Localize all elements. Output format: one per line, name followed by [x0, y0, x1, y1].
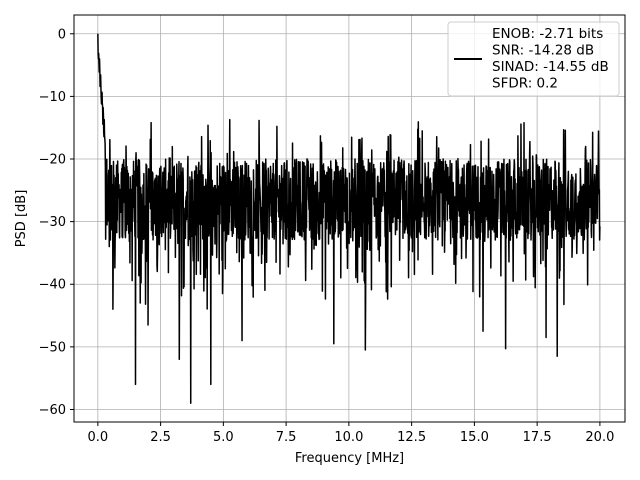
x-tick-label: 12.5	[397, 430, 426, 445]
x-tick-label: 10.0	[334, 430, 363, 445]
psd-trace	[97, 33, 601, 404]
y-axis-label: PSD [dB]	[14, 190, 29, 248]
x-tick-label: 7.5	[276, 430, 297, 445]
legend-sinad: SINAD: -14.55 dB	[492, 59, 609, 75]
y-tick-label: −60	[39, 403, 66, 418]
psd-series	[97, 33, 601, 404]
legend-box	[447, 21, 620, 97]
y-tick-label: −10	[39, 90, 66, 105]
y-tick-label: −30	[39, 215, 66, 230]
x-tick-label: 17.5	[523, 430, 552, 445]
legend: ENOB: -2.71 bits SNR: -14.28 dB SINAD: -…	[447, 21, 620, 97]
x-tick-label: 15.0	[460, 430, 489, 445]
y-tick-label: −40	[39, 278, 66, 293]
axis-ticks: 0.0 2.5 5.0 7.5 10.0 12.5 15.0 17.5 20.0 0 −10 −20 −…	[39, 27, 615, 445]
legend-sfdr: SFDR: 0.2	[492, 76, 558, 92]
x-tick-label: 2.5	[150, 430, 171, 445]
y-tick-label: 0	[58, 27, 66, 42]
y-tick-label: −50	[39, 340, 66, 355]
legend-enob: ENOB: -2.71 bits	[492, 26, 603, 42]
x-tick-label: 20.0	[585, 430, 614, 445]
x-tick-label: 0.0	[88, 430, 109, 445]
x-axis-label: Frequency [MHz]	[295, 451, 404, 466]
plot-frame	[73, 14, 626, 423]
y-tick-label: −20	[39, 153, 66, 168]
x-tick-label: 5.0	[213, 430, 234, 445]
legend-snr: SNR: -14.28 dB	[492, 43, 594, 59]
